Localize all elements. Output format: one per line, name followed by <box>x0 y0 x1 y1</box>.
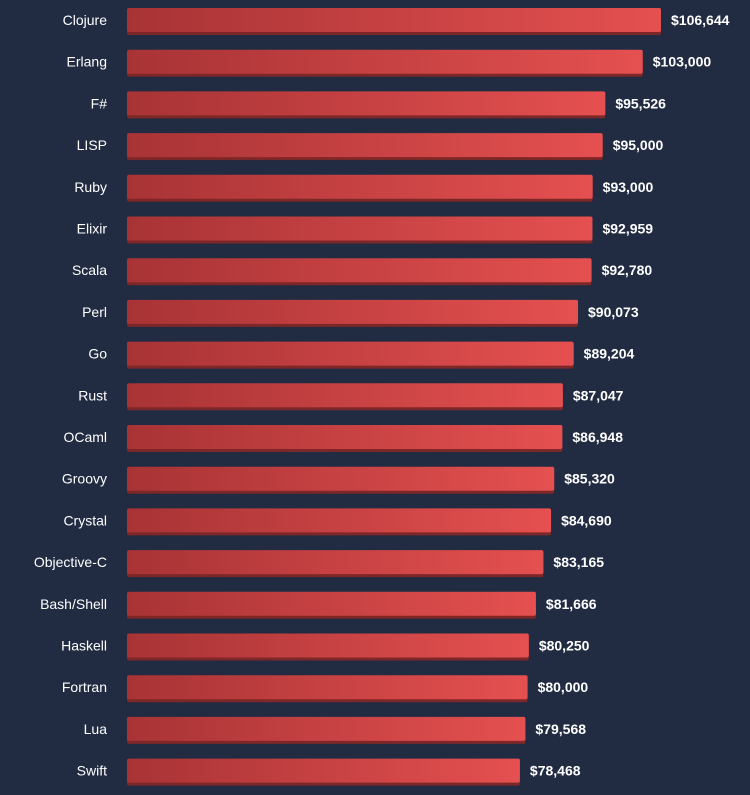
value-label: $90,073 <box>588 304 639 320</box>
bar-row: Rust $87,047 <box>78 383 624 411</box>
bar <box>127 425 563 449</box>
category-label: Ruby <box>74 179 107 195</box>
bar <box>127 633 529 658</box>
value-label: $95,526 <box>615 95 666 111</box>
value-label: $103,000 <box>653 54 712 70</box>
category-label: Erlang <box>67 54 107 70</box>
category-label: Clojure <box>63 12 108 28</box>
bar-row: Swift $78,468 <box>77 758 581 786</box>
bar-row: Crystal $84,690 <box>63 508 612 536</box>
bar <box>127 133 603 158</box>
value-label: $80,250 <box>539 638 590 654</box>
category-label: Fortran <box>62 679 107 695</box>
category-label: Rust <box>78 387 107 403</box>
category-label: Swift <box>77 763 107 779</box>
bar-row: Go $89,204 <box>88 341 635 369</box>
category-label: Haskell <box>61 638 107 654</box>
category-label: OCaml <box>63 429 107 445</box>
value-label: $84,690 <box>561 512 612 528</box>
category-label: Elixir <box>77 221 108 237</box>
bar <box>127 591 536 616</box>
category-label: Crystal <box>63 512 107 528</box>
bar-row: Objective-C $83,165 <box>34 550 604 578</box>
bars-layer: Clojure $106,644 Erlang $103,000 F# $95,526 LI… <box>34 8 730 786</box>
bar <box>127 174 593 199</box>
value-label: $93,000 <box>603 179 654 195</box>
bar-row: Fortran $80,000 <box>62 675 589 703</box>
bar <box>127 508 552 533</box>
bar <box>127 49 643 74</box>
bar-row: Scala $92,780 <box>72 258 653 286</box>
category-label: Go <box>88 346 107 362</box>
bar <box>127 258 592 283</box>
value-label: $83,165 <box>553 554 604 570</box>
category-label: Perl <box>82 304 107 320</box>
value-label: $85,320 <box>564 471 615 487</box>
bar <box>127 216 593 241</box>
value-label: $92,959 <box>602 221 653 237</box>
value-label: $106,644 <box>671 12 730 28</box>
value-label: $87,047 <box>573 387 624 403</box>
bar-row: Lua $79,568 <box>84 716 586 744</box>
bar <box>127 8 661 32</box>
category-label: Groovy <box>62 471 107 487</box>
category-label: Bash/Shell <box>40 596 107 612</box>
value-label: $89,204 <box>584 346 635 362</box>
category-label: F# <box>91 95 108 111</box>
bar <box>127 341 574 366</box>
bar <box>127 299 579 324</box>
bar-row: Ruby $93,000 <box>74 174 654 202</box>
bar <box>127 716 526 741</box>
bar <box>127 466 555 491</box>
bar-row: Elixir $92,959 <box>77 216 653 244</box>
bar <box>127 758 520 783</box>
value-label: $80,000 <box>538 679 589 695</box>
category-label: Lua <box>84 721 108 737</box>
value-label: $86,948 <box>572 429 623 445</box>
value-label: $79,568 <box>535 721 586 737</box>
bar-row: Erlang $103,000 <box>67 49 712 77</box>
bar-row: Groovy $85,320 <box>62 466 615 494</box>
value-label: $81,666 <box>546 596 597 612</box>
value-label: $92,780 <box>602 262 653 278</box>
bar <box>127 550 544 575</box>
bar-row: Perl $90,073 <box>82 299 639 327</box>
bar-row: OCaml $86,948 <box>63 425 623 452</box>
value-label: $95,000 <box>613 137 664 153</box>
bar-row: Haskell $80,250 <box>61 633 590 661</box>
bar <box>127 675 528 700</box>
bar-row: Clojure $106,644 <box>63 8 730 35</box>
bar-row: LISP $95,000 <box>77 133 664 161</box>
value-label: $78,468 <box>530 763 581 779</box>
bar-row: Bash/Shell $81,666 <box>40 591 597 619</box>
category-label: Objective-C <box>34 554 107 570</box>
bar-row: F# $95,526 <box>91 91 666 119</box>
bar <box>127 383 563 408</box>
category-label: Scala <box>72 262 107 278</box>
bar <box>127 91 606 116</box>
category-label: LISP <box>77 137 107 153</box>
